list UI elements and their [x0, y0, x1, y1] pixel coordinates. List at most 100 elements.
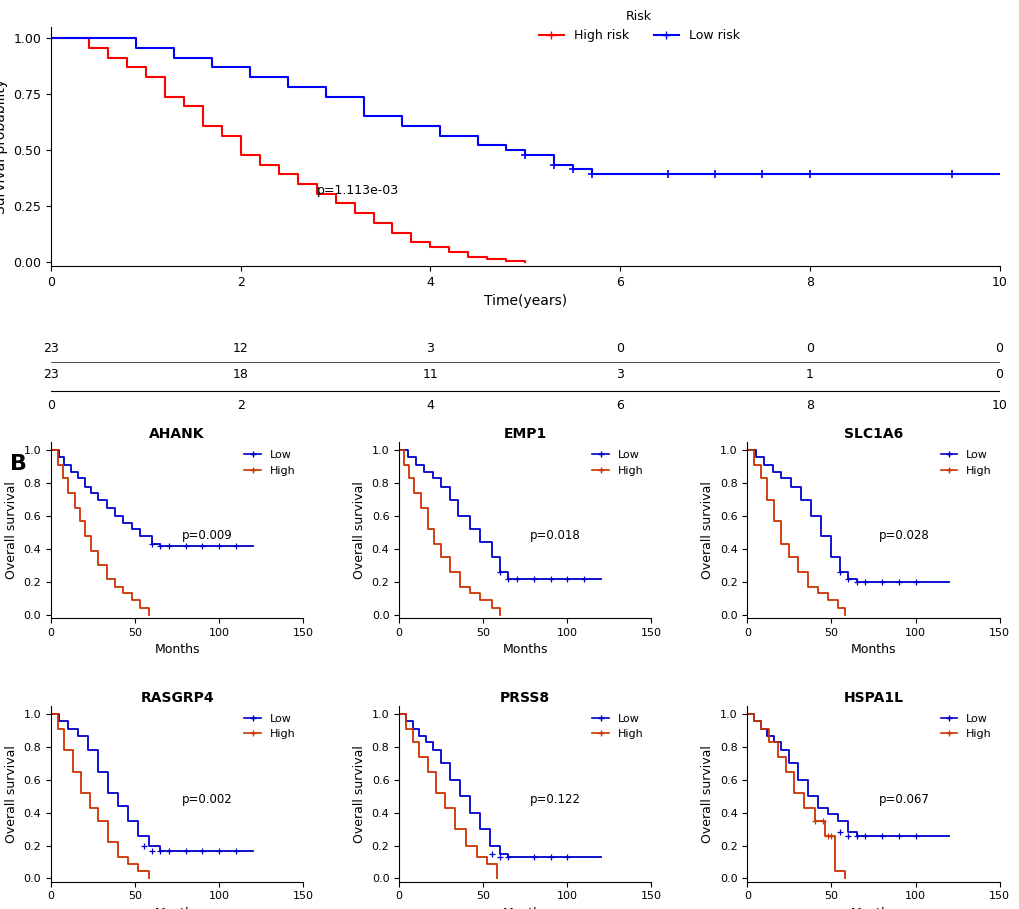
- Point: [136, 838, 152, 853]
- Point: [840, 828, 856, 843]
- Text: 18: 18: [232, 368, 249, 382]
- Text: 3: 3: [426, 342, 434, 355]
- X-axis label: Months: Months: [154, 907, 200, 909]
- Text: 1: 1: [805, 368, 813, 382]
- Text: 0: 0: [615, 342, 624, 355]
- Point: [483, 846, 499, 861]
- Point: [819, 828, 836, 843]
- Point: [177, 538, 194, 553]
- X-axis label: Months: Months: [502, 907, 547, 909]
- Legend: High risk, Low risk: High risk, Low risk: [533, 5, 744, 47]
- Title: PRSS8: PRSS8: [499, 691, 550, 704]
- Text: p=0.067: p=0.067: [877, 793, 928, 805]
- Point: [177, 844, 194, 858]
- Point: [907, 574, 923, 589]
- Point: [848, 574, 864, 589]
- Text: p=1.113e-03: p=1.113e-03: [316, 185, 398, 197]
- Point: [856, 574, 872, 589]
- Point: [194, 538, 210, 553]
- Y-axis label: Overall survival: Overall survival: [5, 481, 18, 579]
- Title: RASGRP4: RASGRP4: [141, 691, 214, 704]
- Point: [160, 844, 176, 858]
- X-axis label: Time(years): Time(years): [483, 295, 567, 308]
- Title: HSPA1L: HSPA1L: [843, 691, 903, 704]
- Point: [500, 850, 517, 864]
- X-axis label: Months: Months: [502, 644, 547, 656]
- Text: 6: 6: [615, 399, 624, 412]
- Y-axis label: Overall survival: Overall survival: [5, 744, 18, 843]
- Point: [801, 167, 817, 182]
- Legend: Low, High: Low, High: [937, 448, 994, 478]
- Text: 8: 8: [805, 399, 813, 412]
- Text: 0: 0: [47, 399, 55, 412]
- Title: EMP1: EMP1: [503, 427, 546, 441]
- Point: [152, 844, 168, 858]
- Point: [558, 850, 575, 864]
- Text: 10: 10: [990, 399, 1007, 412]
- Text: 0: 0: [995, 368, 1003, 382]
- Point: [814, 814, 830, 828]
- Point: [565, 162, 581, 176]
- Legend: Low, High: Low, High: [242, 448, 298, 478]
- Point: [576, 572, 592, 586]
- Point: [873, 574, 890, 589]
- Text: B: B: [10, 454, 28, 474]
- Point: [152, 538, 168, 553]
- Point: [144, 844, 160, 858]
- Point: [659, 167, 676, 182]
- Point: [890, 574, 906, 589]
- X-axis label: Months: Months: [154, 644, 200, 656]
- Point: [873, 828, 890, 843]
- Point: [890, 828, 906, 843]
- Point: [491, 850, 507, 864]
- Point: [525, 850, 541, 864]
- Text: 4: 4: [426, 399, 434, 412]
- Point: [144, 537, 160, 552]
- Point: [944, 167, 960, 182]
- Text: p=0.009: p=0.009: [182, 529, 232, 542]
- Text: 3: 3: [615, 368, 624, 382]
- Text: p=0.002: p=0.002: [182, 793, 232, 805]
- Legend: Low, High: Low, High: [242, 712, 298, 742]
- Text: 2: 2: [236, 399, 245, 412]
- Y-axis label: Overall survival: Overall survival: [701, 744, 713, 843]
- Y-axis label: Survival probability: Survival probability: [0, 79, 8, 215]
- Legend: Low, High: Low, High: [937, 712, 994, 742]
- X-axis label: Months: Months: [850, 907, 896, 909]
- Y-axis label: Overall survival: Overall survival: [353, 481, 366, 579]
- Point: [830, 825, 847, 840]
- Point: [754, 167, 770, 182]
- Point: [806, 814, 822, 828]
- Point: [856, 828, 872, 843]
- Text: 0: 0: [805, 342, 813, 355]
- Point: [558, 572, 575, 586]
- Legend: Low, High: Low, High: [590, 448, 645, 478]
- Point: [706, 167, 722, 182]
- Y-axis label: Overall survival: Overall survival: [353, 744, 366, 843]
- Point: [160, 538, 176, 553]
- Point: [508, 572, 525, 586]
- Point: [517, 147, 533, 162]
- Text: 23: 23: [43, 342, 59, 355]
- Title: AHANK: AHANK: [149, 427, 205, 441]
- Point: [227, 844, 244, 858]
- Point: [525, 572, 541, 586]
- Point: [542, 850, 558, 864]
- Point: [194, 844, 210, 858]
- Point: [830, 564, 847, 579]
- Point: [500, 572, 517, 586]
- Text: 11: 11: [422, 368, 438, 382]
- Text: p=0.028: p=0.028: [877, 529, 928, 542]
- Point: [907, 828, 923, 843]
- Point: [583, 167, 599, 182]
- Point: [822, 828, 839, 843]
- Text: p=0.122: p=0.122: [530, 793, 581, 805]
- Text: 12: 12: [232, 342, 249, 355]
- Point: [542, 572, 558, 586]
- Text: 23: 23: [43, 368, 59, 382]
- Legend: Low, High: Low, High: [590, 712, 645, 742]
- Point: [848, 828, 864, 843]
- Point: [227, 538, 244, 553]
- Point: [545, 157, 561, 172]
- Text: 0: 0: [995, 342, 1003, 355]
